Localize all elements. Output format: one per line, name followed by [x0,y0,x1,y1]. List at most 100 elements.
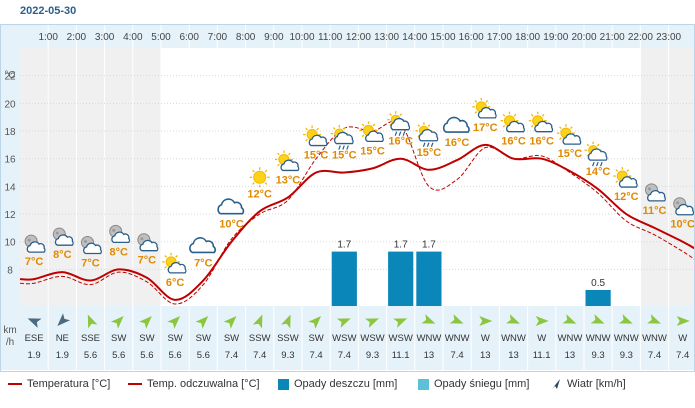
wind-axis-unit-2: /h [6,337,14,348]
partly-cloudy-day-icon [472,97,497,119]
partly-cloudy-day-icon [500,111,525,133]
wind-speed-label: 1.9 [56,350,69,361]
wind-speed-label: 7.4 [450,350,463,361]
legend-snow-swatch [418,378,429,390]
legend: Temperatura [°C] Temp. odczuwalna [°C] O… [0,374,695,396]
wind-direction-label: WNW [445,333,470,344]
hour-label: 12:00 [346,32,371,43]
wind-speed-label: 5.6 [112,350,125,361]
temp-value-label: 17°C [473,122,498,134]
wind-direction-label: SW [224,333,239,344]
wind-arrow-icon [365,318,379,328]
wind-speed-label: 13 [480,350,491,361]
wind-speed-label: 5.6 [197,350,210,361]
wind-arrow-icon [506,314,520,324]
rain-cloud-icon [330,125,354,150]
hour-label: 17:00 [487,32,512,43]
hour-label: 4:00 [123,32,143,43]
night-shade [668,48,695,306]
legend-wind: Wiatr [km/h] [550,378,626,390]
wind-speed-label: 7.4 [253,350,266,361]
temp-value-label: 16°C [445,137,470,149]
wind-arrow-icon [57,313,71,326]
legend-temperature: Temperatura [°C] [8,378,110,390]
hour-label: 15:00 [430,32,455,43]
wind-direction-label: WNW [586,333,611,344]
legend-feels-like-swatch [128,383,142,385]
y-tick-label: 8 [7,265,13,276]
legend-rain-swatch [278,378,289,390]
wind-direction-label: SW [196,333,211,344]
partly-cloudy-day-icon [274,150,300,172]
temp-value-label: 16°C [501,136,526,148]
wind-direction-label: WSW [389,333,413,344]
wind-arrow-icon [449,314,464,324]
rain-value-label: 0.5 [591,278,605,289]
rain-cloud-icon [584,141,608,167]
temp-value-label: 15°C [304,150,329,162]
wind-speed-label: 7.4 [309,350,322,361]
wind-arrow-icon [87,314,98,329]
wind-direction-label: WNW [614,333,639,344]
legend-feels-like: Temp. odczuwalna [°C] [128,378,260,390]
night-shade [76,48,105,306]
hour-label: 22:00 [628,32,653,43]
temp-value-label: 11°C [643,205,667,217]
wind-arrow-icon [252,314,263,329]
hour-label: 20:00 [571,32,596,43]
night-shade [20,48,49,306]
hour-label: 18:00 [515,32,540,43]
wind-speed-label: 5.6 [140,350,153,361]
cloud-icon [189,237,217,254]
temp-value-label: 16°C [529,136,554,148]
wind-arrow-icon [223,316,237,329]
legend-wind-icon [552,379,560,389]
wind-direction-label: SW [139,333,154,344]
y-axis-band [0,48,20,370]
wind-direction-label: SSW [249,333,271,344]
wind-speed-label: 9.3 [620,350,633,361]
hour-label: 1:00 [38,32,58,43]
night-shade [104,48,133,306]
rain-value-label: 1.7 [394,240,408,251]
wind-direction-label: SW [308,333,323,344]
wind-direction-label: W [537,333,546,344]
legend-temperature-label: Temperatura [°C] [27,378,111,390]
wind-direction-label: NE [56,333,69,344]
night-shade [132,48,161,306]
wind-arrow-icon [393,318,408,328]
temp-value-label: 15°C [332,150,357,162]
wind-speed-label: 9.3 [281,350,294,361]
temp-value-label: 7°C [81,257,100,269]
wind-arrow-icon [27,318,42,328]
partly-cloudy-night-icon [673,197,695,216]
temp-value-label: 15°C [360,145,385,157]
temp-value-label: 12°C [247,188,272,200]
wind-arrow-icon [676,316,690,326]
y-tick-label: 14 [4,182,16,193]
temp-value-label: 7°C [138,255,157,267]
y-tick-label: 18 [4,127,16,138]
wind-arrow-icon [618,314,633,324]
temperature-line [19,143,695,301]
cloud-icon [217,198,245,215]
rain-bar [331,251,357,306]
legend-feels-like-label: Temp. odczuwalna [°C] [147,378,260,390]
wind-arrow-icon [336,318,351,328]
y-tick-label: 22 [4,72,16,83]
temp-value-label: 10°C [219,219,244,231]
hour-label: 19:00 [543,32,568,43]
partly-cloudy-day-icon [556,124,582,145]
legend-snow: Opady śniegu [mm] [418,378,529,390]
wind-speed-label: 9.3 [366,350,379,361]
hour-label: 8:00 [236,32,256,43]
temp-value-label: 8°C [53,249,72,261]
partly-cloudy-night-icon [137,233,159,252]
hour-label: 11:00 [318,32,343,43]
y-tick-label: 16 [4,155,16,166]
legend-wind-label: Wiatr [km/h] [567,378,626,390]
temp-value-label: 15°C [558,148,583,160]
rain-bar [388,251,414,306]
rain-bar [585,290,611,306]
temp-value-label: 8°C [109,246,128,258]
